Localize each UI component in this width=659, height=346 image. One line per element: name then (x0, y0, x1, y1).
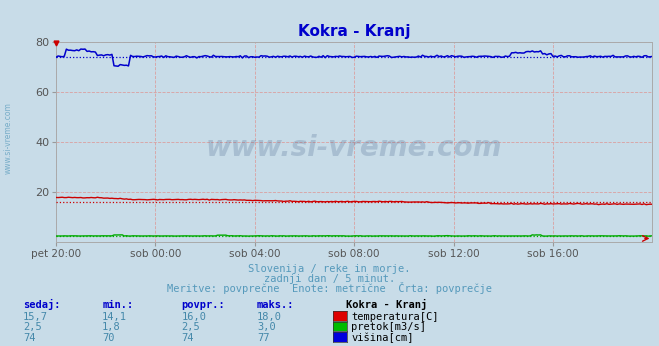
Text: pretok[m3/s]: pretok[m3/s] (351, 322, 426, 333)
Text: 74: 74 (23, 333, 36, 343)
Text: 74: 74 (181, 333, 194, 343)
Text: maks.:: maks.: (257, 300, 295, 310)
Text: 14,1: 14,1 (102, 312, 127, 322)
Text: 1,8: 1,8 (102, 322, 121, 333)
Text: sedaj:: sedaj: (23, 299, 61, 310)
Title: Kokra - Kranj: Kokra - Kranj (298, 24, 411, 39)
Text: Kokra - Kranj: Kokra - Kranj (346, 299, 427, 310)
Text: povpr.:: povpr.: (181, 300, 225, 310)
Text: www.si-vreme.com: www.si-vreme.com (206, 134, 502, 162)
Text: zadnji dan / 5 minut.: zadnji dan / 5 minut. (264, 274, 395, 284)
Text: Slovenija / reke in morje.: Slovenija / reke in morje. (248, 264, 411, 274)
Text: 77: 77 (257, 333, 270, 343)
Text: www.si-vreme.com: www.si-vreme.com (3, 102, 13, 174)
Text: višina[cm]: višina[cm] (351, 333, 414, 343)
Text: 16,0: 16,0 (181, 312, 206, 322)
Text: 70: 70 (102, 333, 115, 343)
Text: min.:: min.: (102, 300, 133, 310)
Text: temperatura[C]: temperatura[C] (351, 312, 439, 322)
Text: 18,0: 18,0 (257, 312, 282, 322)
Text: 3,0: 3,0 (257, 322, 275, 333)
Text: 15,7: 15,7 (23, 312, 48, 322)
Text: 2,5: 2,5 (23, 322, 42, 333)
Text: 2,5: 2,5 (181, 322, 200, 333)
Text: Meritve: povprečne  Enote: metrične  Črta: povprečje: Meritve: povprečne Enote: metrične Črta:… (167, 282, 492, 294)
